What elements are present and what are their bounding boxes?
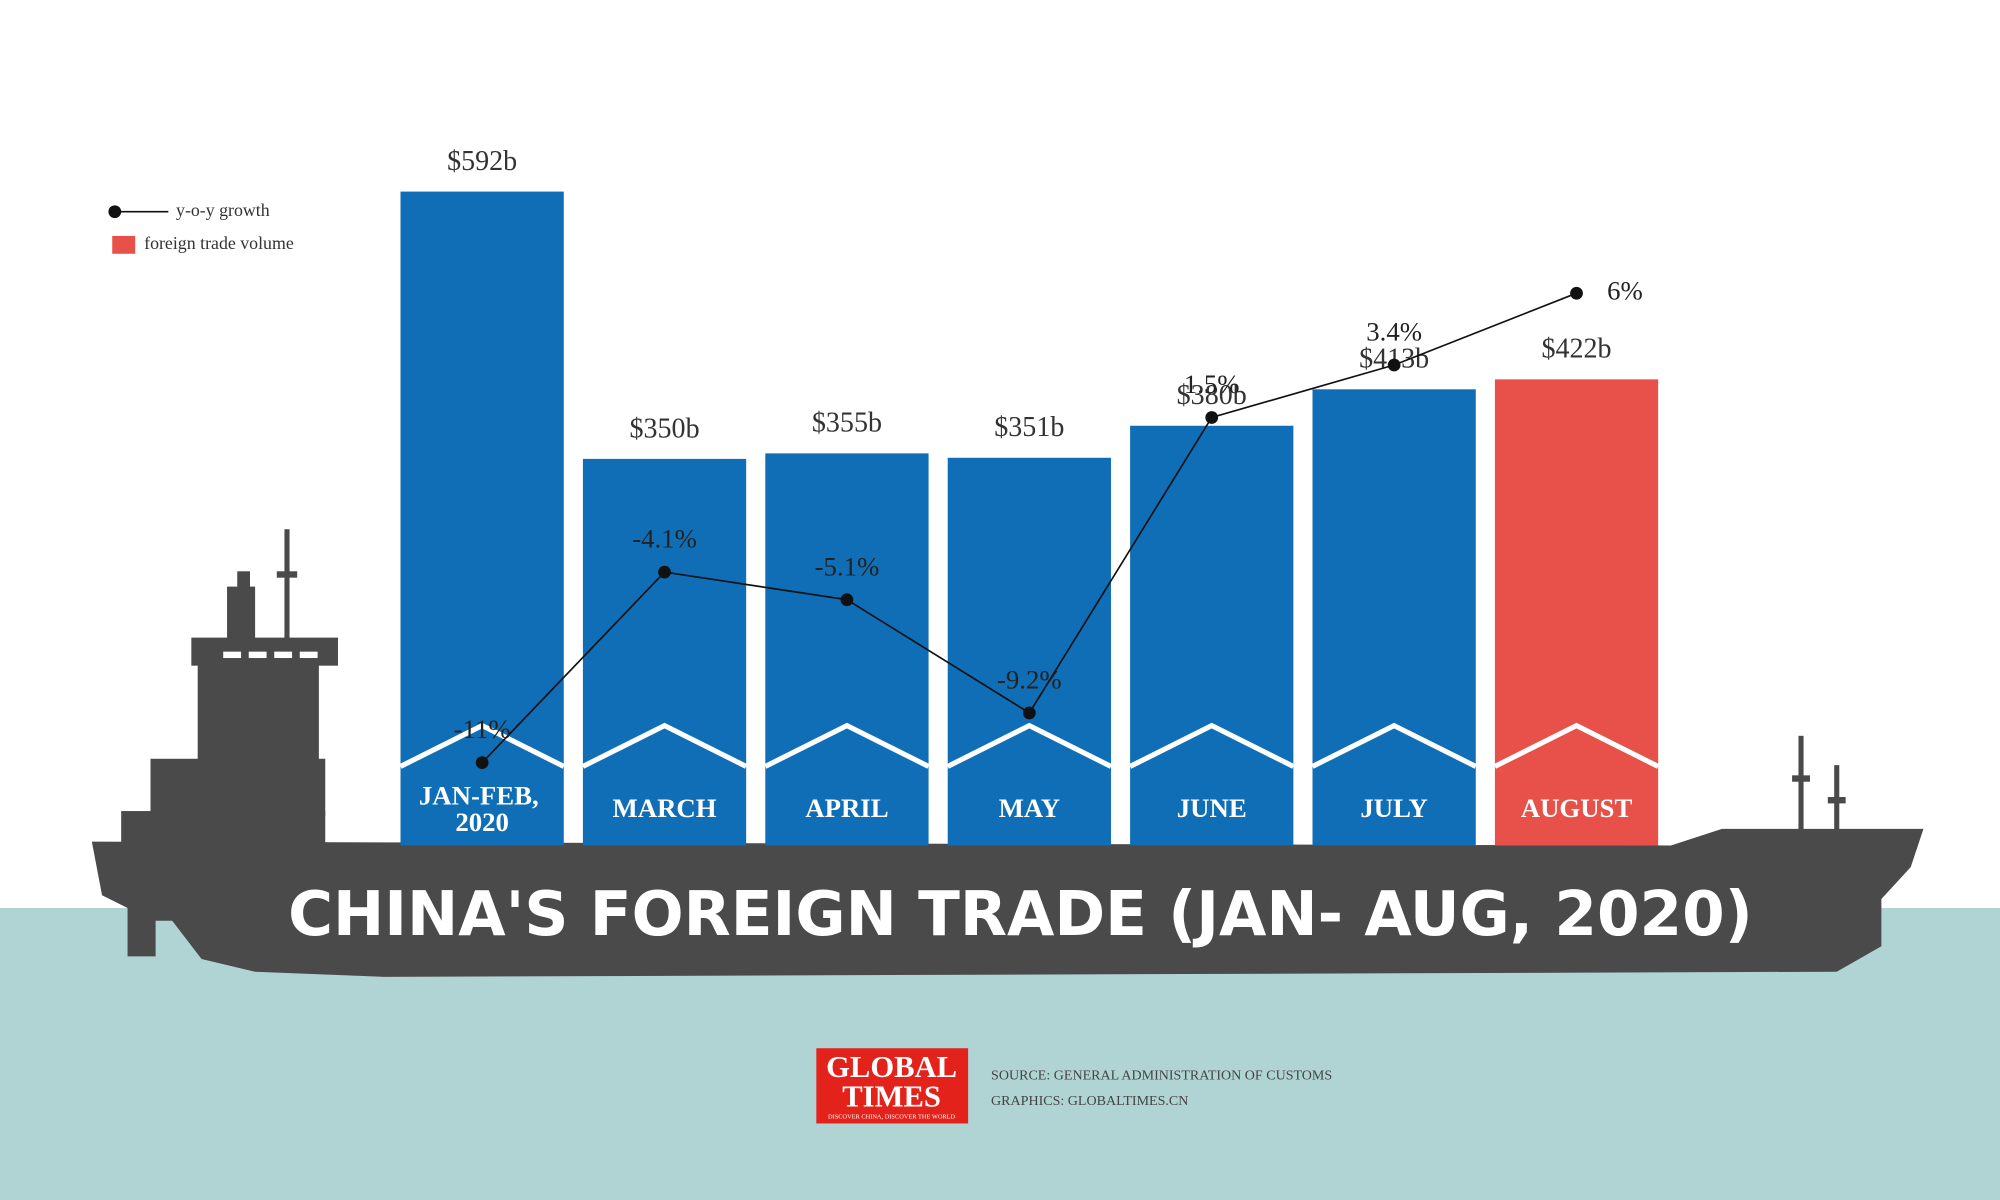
- bar-value-label: $351b: [994, 412, 1064, 443]
- ship: [91, 529, 1924, 977]
- chevron: [1128, 722, 1295, 769]
- bar-value-label: $350b: [629, 413, 699, 444]
- legend-dot: [108, 205, 122, 219]
- growth-label: -9.2%: [997, 664, 1062, 694]
- x-tick-label: MAY: [999, 793, 1060, 823]
- chart-title: CHINA'S FOREIGN TRADE (JAN- AUG, 2020): [288, 879, 1753, 950]
- x-tick-label: MARCH: [612, 793, 716, 823]
- chevron: [1311, 722, 1477, 769]
- growth-point: [1387, 358, 1401, 372]
- x-tick-label-part: JAN-FEB,: [419, 780, 545, 810]
- growth-label: 6%: [1607, 275, 1643, 305]
- chevron: [764, 722, 930, 769]
- growth-label: 3.4%: [1366, 317, 1422, 347]
- chevron: [581, 722, 748, 769]
- x-tick-label: JAN-FEB, 2020: [419, 780, 545, 837]
- chevron: [399, 722, 565, 769]
- chevron: [1493, 722, 1660, 769]
- growth-label: 1.5%: [1184, 369, 1240, 399]
- logo-text: GLOBAL: [826, 1050, 957, 1084]
- bar: [400, 191, 564, 846]
- bar: [1130, 425, 1294, 846]
- growth-point: [475, 756, 489, 770]
- growth-point: [840, 593, 854, 607]
- x-tick-label: APRIL: [805, 793, 888, 823]
- x-tick-label: AUGUST: [1521, 793, 1633, 823]
- bar: [765, 453, 929, 846]
- bar: [1494, 379, 1659, 846]
- credit: GRAPHICS: GLOBALTIMES.CN: [991, 1094, 1188, 1109]
- logo-box: [816, 1048, 969, 1124]
- growth-label: -5.1%: [815, 551, 880, 581]
- source: SOURCE: GENERAL ADMINISTRATION OF CUSTOM…: [991, 1069, 1332, 1084]
- bar: [1312, 389, 1476, 846]
- bar-value-label: $592b: [447, 146, 517, 177]
- bar-value-label: $422b: [1541, 334, 1611, 365]
- bar: [582, 458, 747, 846]
- x-tick-label: JULY: [1360, 793, 1427, 823]
- chevron: [946, 722, 1113, 769]
- growth-label: -11%: [454, 714, 511, 744]
- bar: [947, 457, 1111, 846]
- legend-label: y-o-y growth: [176, 200, 270, 220]
- bar-value-label: $355b: [812, 408, 882, 439]
- logo-tagline: DISCOVER CHINA, DISCOVER THE WORLD: [828, 1114, 956, 1121]
- bar-value-label: $380b: [1177, 380, 1247, 411]
- growth-point: [1570, 286, 1583, 300]
- x-tick-label: JUNE: [1177, 793, 1247, 823]
- x-tick-label-part: 2020: [455, 807, 509, 837]
- logo-text: TIMES: [842, 1079, 941, 1113]
- windows: [223, 651, 318, 659]
- growth-point: [1205, 411, 1219, 424]
- legend-label: foreign trade volume: [144, 233, 294, 253]
- growth-label: -4.1%: [632, 524, 697, 554]
- growth-point: [658, 565, 671, 579]
- legend-swatch: [112, 235, 136, 254]
- growth-point: [1022, 706, 1036, 720]
